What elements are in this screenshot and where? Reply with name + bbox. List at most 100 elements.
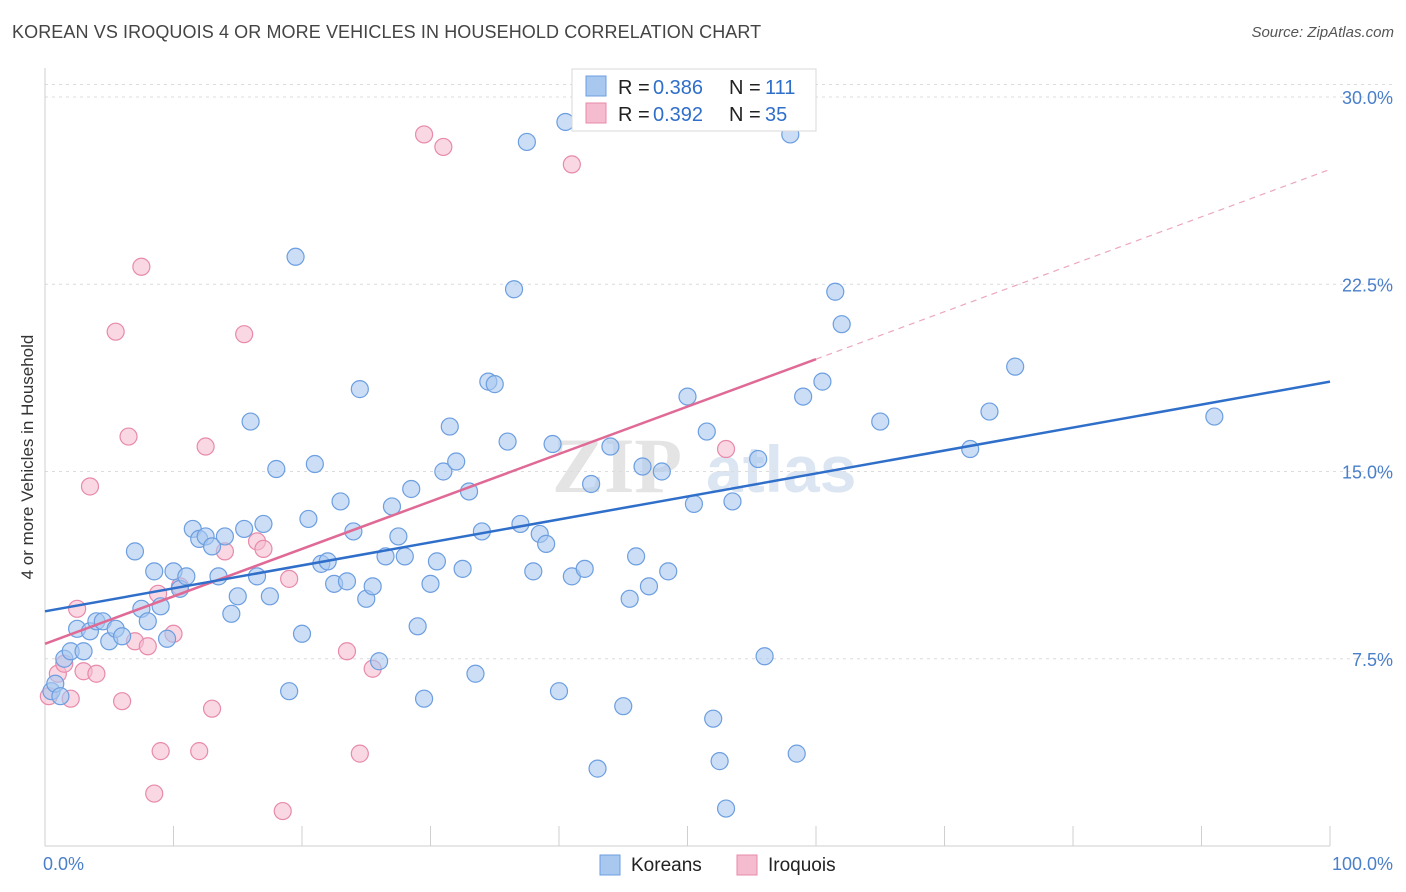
koreans-point-55 [402,479,421,499]
koreans-point-50 [370,652,389,671]
koreans-point-86 [626,547,646,566]
x-tick-label-min: 0.0% [43,854,84,874]
koreans-point-102 [794,387,813,406]
koreans-point-15 [138,612,157,631]
koreans-point-36 [280,682,299,701]
koreans-point-69 [498,432,517,451]
koreans-r-label: R = [618,77,650,99]
iroquois-point-4 [68,599,87,618]
chart-title: KOREAN VS IROQUOIS 4 OR MORE VEHICLES IN… [12,22,762,42]
koreans-point-28 [222,604,241,623]
iroquois-point-34 [716,439,736,459]
y-tick-label-0: 7.5% [1352,650,1393,670]
iroquois-point-12 [132,257,151,276]
koreans-point-71 [511,514,530,534]
koreans-point-21 [177,567,196,586]
iroquois-points [39,125,736,821]
koreans-point-75 [537,534,556,554]
iroquois-point-23 [235,325,254,344]
series-legend: Koreans Iroquois [599,854,836,876]
koreans-point-73 [524,562,543,581]
koreans-point-45 [337,572,357,591]
koreans-point-98 [749,449,768,469]
iroquois-r-label: R = [618,104,650,126]
koreans-point-63 [453,559,472,578]
koreans-n-value: 111 [765,77,795,99]
koreans-point-62 [447,452,466,471]
iroquois-bottom-swatch [736,854,758,876]
koreans-point-103 [813,372,832,391]
koreans-point-32 [247,567,267,586]
iroquois-point-20 [196,437,215,456]
stats-legend: R = 0.386 N = 111 R = 0.392 N = 35 [571,68,817,132]
iroquois-point-28 [337,642,357,661]
koreans-point-97 [723,492,742,511]
koreans-point-107 [961,439,980,459]
y-tick-label-3: 30.0% [1342,88,1393,108]
koreans-point-110 [1205,407,1224,426]
iroquois-trend-extension [815,168,1331,360]
koreans-point-108 [980,402,999,421]
gridlines [45,84,1392,660]
iroquois-point-10 [119,427,138,446]
koreans-point-83 [601,437,620,456]
koreans-point-106 [871,412,890,431]
koreans-point-57 [414,689,434,708]
iroquois-point-21 [202,699,222,718]
koreans-point-92 [684,494,704,514]
koreans-point-89 [652,462,671,481]
koreans-point-65 [466,664,485,683]
koreans-r-value: 0.386 [653,77,703,99]
iroquois-point-32 [434,137,453,157]
iroquois-point-19 [190,742,209,761]
koreans-point-96 [716,799,736,818]
koreans-point-82 [588,759,607,778]
koreans-point-44 [331,492,350,511]
koreans-point-13 [125,542,145,561]
koreans-legend-label: Koreans [631,855,702,876]
iroquois-n-label: N = [729,104,761,126]
iroquois-r-value: 0.392 [653,104,703,126]
koreans-point-105 [832,315,851,334]
stats-legend-box [571,68,817,132]
koreans-point-60 [434,462,453,481]
koreans-point-72 [517,132,536,152]
koreans-point-34 [260,587,279,606]
koreans-point-16 [145,562,164,581]
koreans-point-61 [440,417,459,436]
koreans-point-90 [659,562,678,581]
x-ticks [173,826,1331,846]
koreans-point-29 [228,587,247,606]
y-tick-label-1: 15.0% [1342,463,1393,483]
y-tick-label-2: 22.5% [1342,275,1393,295]
iroquois-point-14 [145,784,164,803]
iroquois-point-33 [562,155,581,174]
koreans-point-25 [202,537,222,556]
koreans-point-84 [614,697,633,716]
koreans-point-101 [787,744,806,763]
koreans-point-59 [427,552,447,571]
koreans-bottom-swatch [599,854,621,876]
iroquois-point-16 [151,742,170,761]
iroquois-point-6 [80,477,100,496]
koreans-n-label: N = [729,77,761,99]
koreans-point-88 [639,577,659,596]
iroquois-trend-line [44,357,817,645]
iroquois-point-13 [138,637,157,656]
iroquois-point-27 [280,569,299,588]
axes [44,68,1330,847]
koreans-point-53 [389,527,408,546]
iroquois-point-9 [112,692,132,711]
koreans-point-35 [267,459,286,479]
koreans-point-27 [215,527,234,546]
iroquois-n-value: 35 [765,104,787,126]
koreans-point-70 [504,280,524,299]
koreans-point-6 [74,642,93,661]
koreans-point-49 [363,577,382,596]
y-axis-title: 4 or more Vehicles in Household [18,335,37,580]
koreans-point-87 [633,457,652,476]
koreans-point-12 [112,627,132,646]
koreans-point-56 [408,617,427,636]
koreans-point-33 [254,514,273,534]
